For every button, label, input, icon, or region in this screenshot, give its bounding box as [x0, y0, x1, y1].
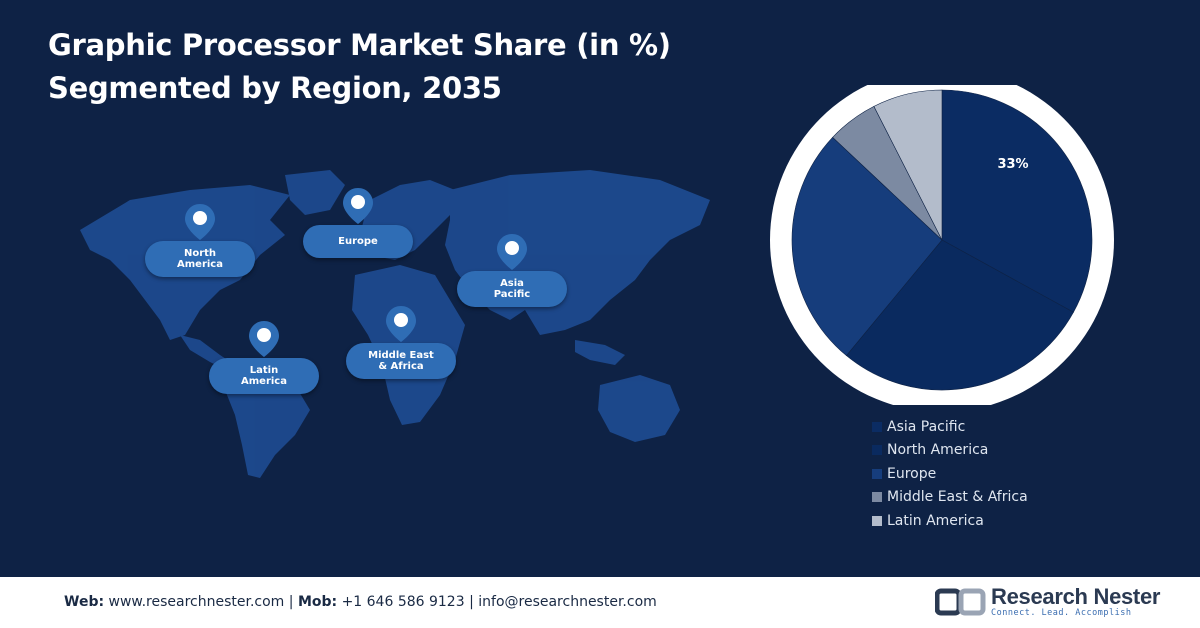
- pin-label-north-america: North America: [145, 241, 255, 277]
- map-se-asia: [575, 340, 625, 365]
- legend-item-asia-pacific: Asia Pacific: [872, 415, 1028, 439]
- mob-value[interactable]: +1 646 586 9123: [341, 594, 465, 610]
- web-link[interactable]: www.researchnester.com: [108, 594, 285, 610]
- legend-item-europe: Europe: [872, 462, 1028, 486]
- research-nester-logo-icon: [935, 588, 986, 616]
- location-pin-icon: [386, 306, 416, 342]
- legend-label: Asia Pacific: [887, 418, 966, 435]
- mob-label: Mob:: [297, 594, 338, 610]
- legend-swatch: [872, 445, 882, 456]
- footer: Web: www.researchnester.com | Mob: +1 64…: [0, 577, 1200, 628]
- location-pin-icon: [249, 321, 279, 357]
- legend-item-latin-america: Latin America: [872, 509, 1028, 533]
- brand-name: Research Nester: [991, 584, 1161, 609]
- legend-swatch: [872, 468, 882, 479]
- legend-swatch: [872, 421, 882, 432]
- pie-slice-north-america: [845, 239, 1074, 391]
- pin-label-europe: Europe: [303, 225, 413, 258]
- pie-chart: 33%: [770, 85, 1114, 405]
- pin-asia-pacific[interactable]: Asia Pacific: [457, 233, 567, 307]
- pie-slice-europe: [791, 136, 943, 356]
- footer-contact: Web: www.researchnester.com | Mob: +1 64…: [64, 594, 657, 610]
- legend-label: Latin America: [887, 512, 984, 529]
- legend-item-middle-east-africa: Middle East & Africa: [872, 486, 1028, 510]
- pie-data-label-asia-pacific: 33%: [997, 157, 1028, 172]
- legend-item-north-america: North America: [872, 439, 1028, 463]
- pin-middle-east-africa[interactable]: Middle East & Africa: [346, 305, 456, 379]
- brand-tagline: Connect. Lead. Accomplish: [991, 608, 1132, 618]
- pin-north-america[interactable]: North America: [145, 203, 255, 277]
- legend-swatch: [872, 492, 882, 503]
- pin-label-middle-east-africa: Middle East & Africa: [346, 343, 456, 379]
- location-pin-icon: [497, 234, 527, 270]
- web-label: Web:: [64, 594, 105, 610]
- separator: |: [469, 594, 474, 610]
- pin-label-latin-america: Latin America: [209, 358, 319, 394]
- pie-slice-latin-america: [873, 89, 943, 241]
- pie-slices: [791, 89, 1093, 391]
- title-line-1: Graphic Processor Market Share (in %): [48, 28, 671, 62]
- map-australia: [598, 375, 680, 442]
- legend-label: Middle East & Africa: [887, 489, 1028, 506]
- pin-label-asia-pacific: Asia Pacific: [457, 271, 567, 307]
- title-line-2: Segmented by Region, 2035: [48, 71, 502, 105]
- chart-legend: Asia Pacific North America Europe Middle Ea…: [872, 415, 1028, 533]
- email-link[interactable]: info@researchnester.com: [478, 594, 657, 610]
- legend-label: Europe: [887, 465, 937, 482]
- brand-logo[interactable]: Research Nester Connect. Lead. Accomplis…: [935, 585, 1160, 619]
- legend-label: North America: [887, 442, 989, 459]
- pin-latin-america[interactable]: Latin America: [209, 320, 319, 394]
- chart-title: Graphic Processor Market Share (in %) Se…: [48, 24, 671, 110]
- pie-slice-asia-pacific: [941, 89, 1093, 313]
- separator: |: [288, 594, 294, 610]
- legend-swatch: [872, 515, 882, 526]
- location-pin-icon: [185, 204, 215, 240]
- pin-europe[interactable]: Europe: [303, 187, 413, 258]
- pie-labels: 33%: [997, 157, 1028, 172]
- location-pin-icon: [343, 188, 373, 224]
- map-greenland: [285, 170, 345, 215]
